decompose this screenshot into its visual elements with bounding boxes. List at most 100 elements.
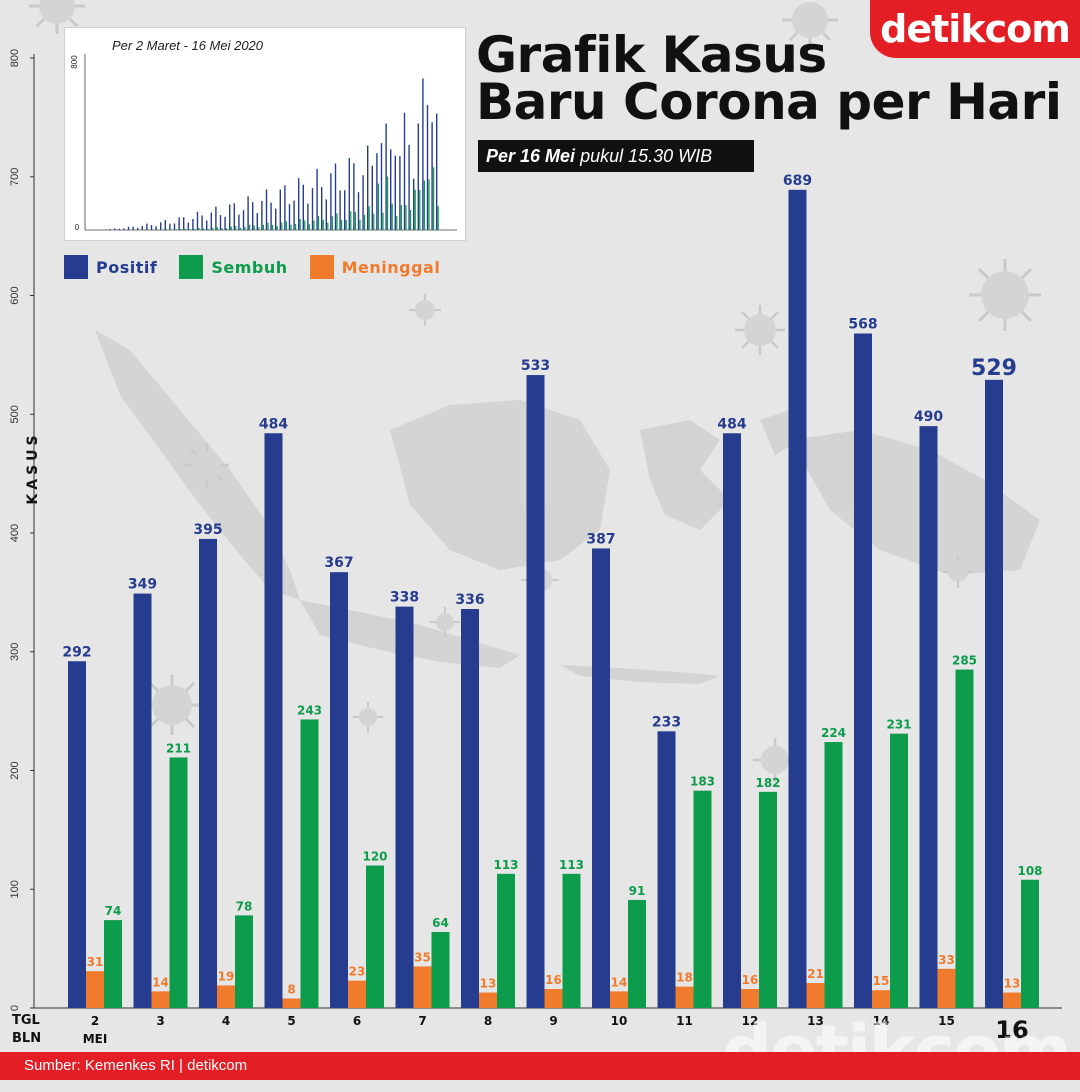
bar-positif xyxy=(265,433,283,1008)
data-label-meninggal: 8 xyxy=(287,983,295,997)
bar-positif xyxy=(527,375,545,1008)
y-tick-label: 100 xyxy=(9,880,21,898)
x-tick-label: 5 xyxy=(287,1014,295,1028)
bar-meninggal xyxy=(1003,993,1021,1008)
data-label-positif: 338 xyxy=(390,590,419,606)
bar-sembuh xyxy=(563,874,581,1008)
data-label-sembuh: 74 xyxy=(105,904,122,918)
x-tick-label: 9 xyxy=(549,1014,557,1028)
data-label-sembuh: 183 xyxy=(690,775,715,789)
bar-sembuh xyxy=(1021,880,1039,1008)
data-label-sembuh: 78 xyxy=(236,899,253,913)
x-tick-label: 11 xyxy=(676,1014,693,1028)
y-tick-label: 0 xyxy=(9,1005,21,1011)
bar-meninggal xyxy=(938,969,956,1008)
data-label-sembuh: 224 xyxy=(821,726,846,740)
bar-meninggal xyxy=(86,971,104,1008)
data-label-positif: 349 xyxy=(128,577,157,593)
data-label-meninggal: 21 xyxy=(807,967,824,981)
bar-positif xyxy=(396,607,414,1008)
bar-sembuh xyxy=(956,670,974,1008)
bar-positif xyxy=(920,426,938,1008)
bar-meninggal xyxy=(217,985,235,1008)
data-label-meninggal: 31 xyxy=(87,955,104,969)
data-label-meninggal: 13 xyxy=(1004,977,1021,991)
bar-sembuh xyxy=(104,920,122,1008)
data-label-meninggal: 23 xyxy=(349,965,366,979)
bar-positif xyxy=(330,572,348,1008)
data-label-positif: 387 xyxy=(586,531,615,547)
data-label-meninggal: 14 xyxy=(152,975,169,989)
bar-meninggal xyxy=(741,989,759,1008)
bar-meninggal xyxy=(676,987,694,1008)
data-label-positif: 529 xyxy=(971,356,1017,381)
data-label-positif: 689 xyxy=(783,173,812,189)
data-label-meninggal: 15 xyxy=(873,974,890,988)
bar-meninggal xyxy=(807,983,825,1008)
data-label-sembuh: 91 xyxy=(629,884,646,898)
data-label-positif: 490 xyxy=(914,409,943,425)
data-label-sembuh: 108 xyxy=(1017,864,1042,878)
data-label-positif: 395 xyxy=(193,522,222,538)
x-tick-label: 7 xyxy=(418,1014,426,1028)
bar-positif xyxy=(985,380,1003,1008)
bar-sembuh xyxy=(890,734,908,1008)
bar-sembuh xyxy=(759,792,777,1008)
data-label-meninggal: 19 xyxy=(218,969,235,983)
y-tick-label: 700 xyxy=(9,168,21,186)
bar-sembuh xyxy=(628,900,646,1008)
y-tick-label: 800 xyxy=(9,49,21,67)
data-label-meninggal: 14 xyxy=(611,975,628,989)
bar-sembuh xyxy=(497,874,515,1008)
bar-meninggal xyxy=(610,991,628,1008)
data-label-sembuh: 64 xyxy=(432,916,449,930)
data-label-positif: 292 xyxy=(62,644,91,660)
data-label-meninggal: 35 xyxy=(414,950,431,964)
bar-sembuh xyxy=(170,757,188,1008)
x-tick-label: 4 xyxy=(222,1014,230,1028)
bar-positif xyxy=(854,334,872,1009)
bar-sembuh xyxy=(825,742,843,1008)
data-label-meninggal: 18 xyxy=(676,971,693,985)
data-label-sembuh: 231 xyxy=(886,718,911,732)
y-tick-label: 500 xyxy=(9,405,21,423)
y-tick-label: 600 xyxy=(9,286,21,304)
data-label-sembuh: 182 xyxy=(755,776,780,790)
data-label-positif: 484 xyxy=(259,416,288,432)
bar-sembuh xyxy=(366,866,384,1009)
data-label-positif: 336 xyxy=(455,592,484,608)
bar-meninggal xyxy=(348,981,366,1008)
y-tick-label: 300 xyxy=(9,643,21,661)
data-label-positif: 233 xyxy=(652,714,681,730)
bar-meninggal xyxy=(545,989,563,1008)
bar-positif xyxy=(658,731,676,1008)
bar-sembuh xyxy=(432,932,450,1008)
data-label-meninggal: 33 xyxy=(938,953,955,967)
x-month-label: MEI xyxy=(83,1032,108,1046)
x-tick-label: 2 xyxy=(91,1014,99,1028)
data-label-sembuh: 285 xyxy=(952,654,977,668)
bar-positif xyxy=(461,609,479,1008)
bar-meninggal xyxy=(283,999,301,1009)
bar-sembuh xyxy=(301,719,319,1008)
bar-meninggal xyxy=(152,991,170,1008)
bar-positif xyxy=(592,548,610,1008)
row-label-tgl: TGL xyxy=(12,1013,40,1028)
data-label-meninggal: 16 xyxy=(545,973,562,987)
bar-positif xyxy=(68,661,86,1008)
x-tick-label: 3 xyxy=(156,1014,164,1028)
data-label-positif: 533 xyxy=(521,358,550,374)
data-label-sembuh: 113 xyxy=(493,858,518,872)
x-tick-label: 6 xyxy=(353,1014,361,1028)
bar-meninggal xyxy=(414,966,432,1008)
y-tick-label: 400 xyxy=(9,524,21,542)
row-label-bln: BLN xyxy=(12,1031,41,1046)
y-tick-label: 200 xyxy=(9,761,21,779)
data-label-meninggal: 13 xyxy=(480,977,497,991)
data-label-positif: 568 xyxy=(848,317,877,333)
bar-positif xyxy=(789,190,807,1008)
source-footer: Sumber: Kemenkes RI | detikcom xyxy=(0,1052,1080,1080)
bar-positif xyxy=(134,594,152,1008)
